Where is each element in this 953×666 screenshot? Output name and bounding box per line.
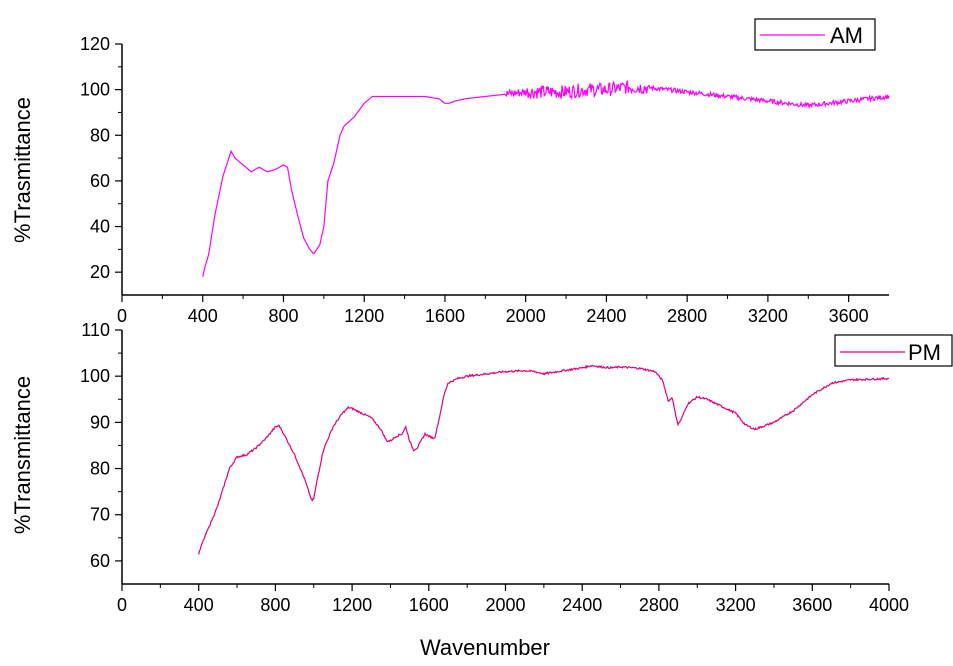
pm-spectrum-line [198, 364, 890, 555]
pm-y-tick-label: 90 [90, 412, 110, 432]
am-x-tick-label: 800 [268, 306, 298, 326]
pm-x-tick-label: 4000 [869, 595, 909, 615]
am-spectrum-line [202, 80, 890, 277]
am-y-tick-label: 40 [90, 217, 110, 237]
pm-x-tick-label: 3200 [716, 595, 756, 615]
am-x-tick-label: 1600 [425, 306, 465, 326]
pm-y-tick-label: 60 [90, 551, 110, 571]
am-x-tick-label: 2800 [667, 306, 707, 326]
pm-y-tick-label: 110 [81, 320, 110, 340]
am-x-tick-label: 2400 [586, 306, 626, 326]
pm-x-tick-label: 2800 [639, 595, 679, 615]
pm-spectrum-plot: 60 70 80 90 100 110 0 400 800 1200 1600 2000 2400 280… [10, 320, 953, 660]
x-axis-title: Wavenumber [420, 635, 550, 660]
am-x-tick-label: 1200 [344, 306, 384, 326]
am-x-tick-label: 3200 [748, 306, 788, 326]
pm-x-tick-label: 2000 [485, 595, 525, 615]
pm-legend: PM [834, 334, 953, 367]
am-x-tick-label: 2000 [506, 306, 546, 326]
pm-x-tick-label: 400 [184, 595, 214, 615]
am-y-tick-label: 100 [80, 80, 110, 100]
am-legend-label: AM [830, 23, 863, 48]
pm-x-tick-label: 1200 [332, 595, 372, 615]
am-x-tick-label: 3600 [829, 306, 869, 326]
pm-x-tick-label: 800 [260, 595, 290, 615]
am-y-tick-label: 60 [90, 171, 110, 191]
pm-ticks: 60 70 80 90 100 110 0 400 800 1200 1600 2000 2400 280… [80, 320, 909, 615]
am-y-tick-label: 120 [80, 34, 110, 54]
pm-legend-label: PM [908, 340, 941, 365]
am-legend: AM [754, 18, 876, 51]
pm-x-tick-label: 1600 [409, 595, 449, 615]
am-x-tick-label: 0 [117, 306, 127, 326]
pm-x-tick-label: 2400 [562, 595, 602, 615]
pm-y-tick-label: 70 [90, 505, 110, 525]
pm-legend-box [834, 334, 953, 367]
am-x-tick-label: 400 [188, 306, 218, 326]
am-y-tick-label: 20 [90, 262, 110, 282]
am-y-axis-title: %Trasmittance [10, 97, 35, 243]
pm-x-tick-label: 0 [117, 595, 127, 615]
pm-y-tick-label: 100 [80, 366, 110, 386]
pm-y-tick-label: 80 [90, 459, 110, 479]
pm-x-tick-label: 3600 [792, 595, 832, 615]
pm-y-axis-title: %Transmittance [10, 376, 35, 534]
am-y-tick-label: 80 [90, 125, 110, 145]
